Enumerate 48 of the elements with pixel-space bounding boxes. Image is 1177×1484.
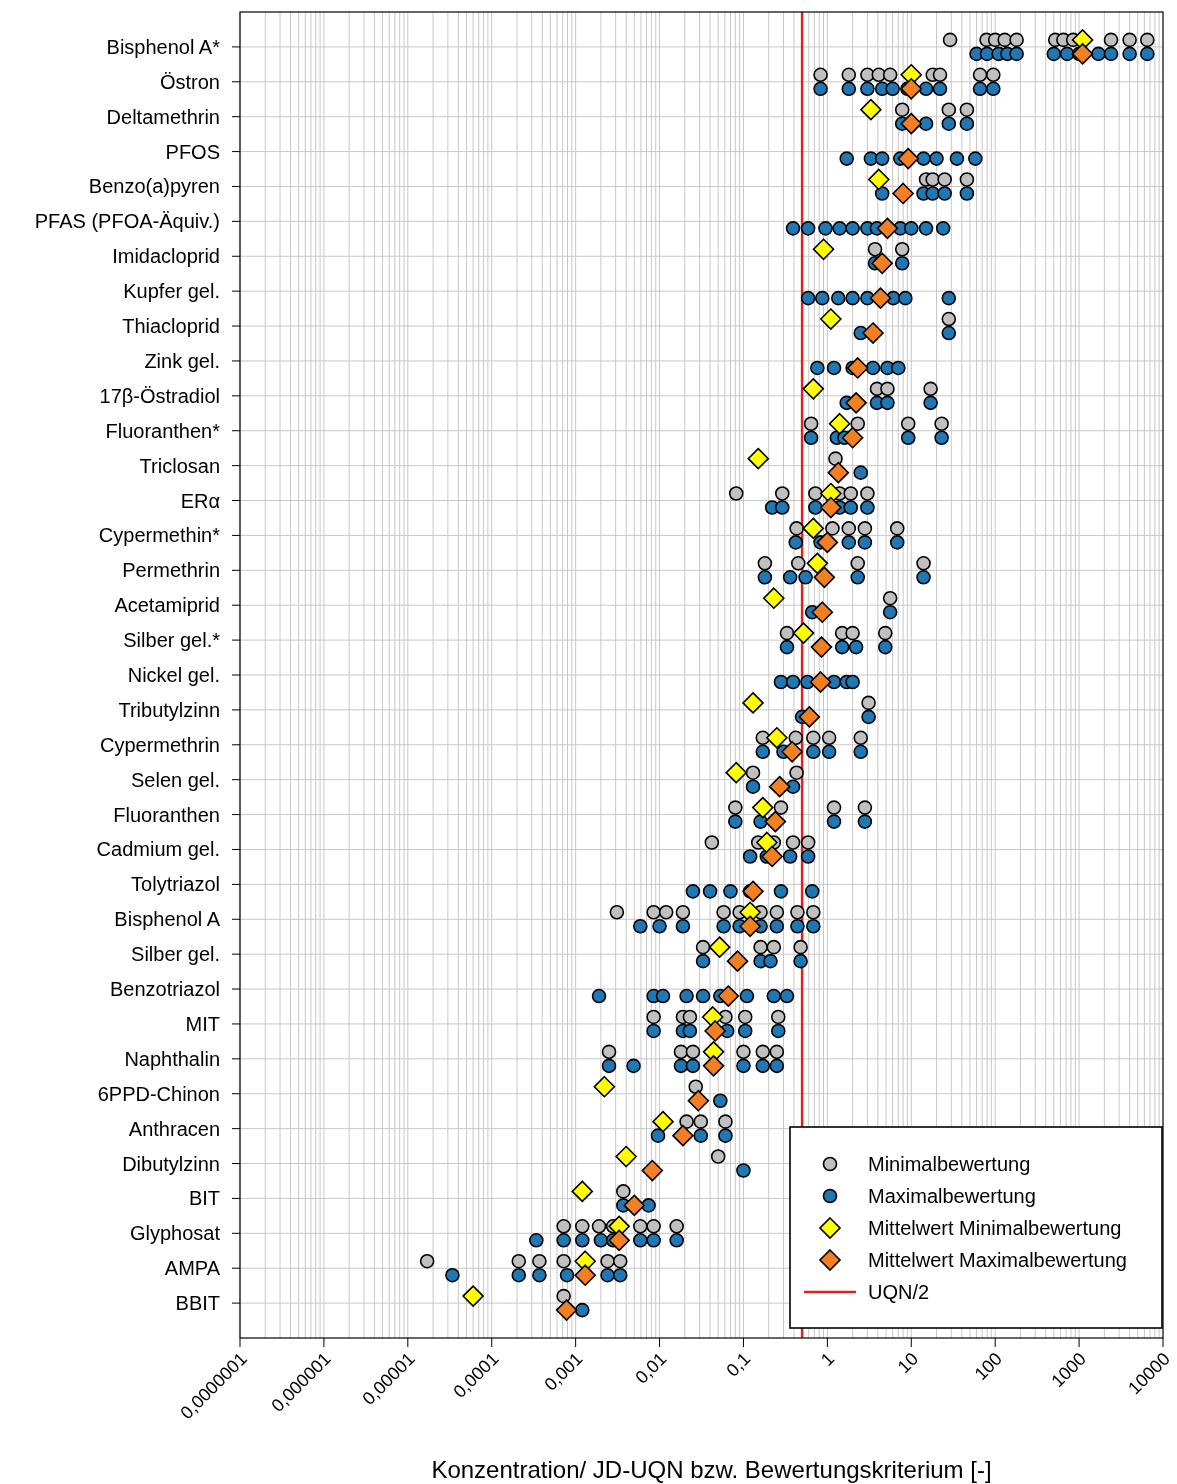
y-tick-label: Kupfer gel. <box>123 280 220 303</box>
y-tick-label: Silber gel. <box>131 943 220 966</box>
y-tick-label: 17β-Östradiol <box>99 384 220 407</box>
x-tick-label: 0,1 <box>722 1348 755 1381</box>
y-tick-label: Deltamethrin <box>106 105 220 128</box>
y-tick-label: Cadmium gel. <box>96 838 220 861</box>
y-tick-label: Permethrin <box>122 559 220 582</box>
y-tick-label: Selen gel. <box>131 768 220 791</box>
y-tick-label: Dibutylzinn <box>122 1152 220 1175</box>
x-tick-label: 0,01 <box>631 1348 671 1388</box>
y-tick-label: Bisphenol A <box>114 908 221 931</box>
legend-label: Maximalbewertung <box>868 1185 1036 1207</box>
y-tick-label: Tolytriazol <box>131 873 220 896</box>
y-tick-label: Imidacloprid <box>112 245 220 268</box>
x-axis-title: Konzentration/ JD-UQN bzw. Bewertungskriterium [-] <box>431 1456 992 1483</box>
y-tick-label: 6PPD-Chinon <box>97 1082 220 1105</box>
legend-label: Mittelwert Maximalbewertung <box>868 1249 1127 1271</box>
y-tick-label: Östron <box>159 70 220 93</box>
x-tick-label: 100 <box>970 1348 1007 1385</box>
y-tick-label: BBIT <box>175 1292 220 1315</box>
legend-label: Minimalbewertung <box>868 1153 1031 1175</box>
y-tick-label: PFOS <box>165 140 220 163</box>
y-tick-label: Triclosan <box>139 454 220 477</box>
y-tick-label: Thiacloprid <box>122 315 220 338</box>
y-tick-label: AMPA <box>164 1257 221 1280</box>
y-tick-label: Glyphosat <box>129 1222 221 1245</box>
y-tick-label: Tributylzinn <box>118 698 220 721</box>
y-tick-label: Fluoranthen* <box>105 419 221 442</box>
y-tick-label: Bisphenol A* <box>106 35 221 58</box>
y-tick-label: PFAS (PFOA-Äquiv.) <box>34 210 220 233</box>
y-tick-label: MIT <box>185 1012 220 1035</box>
y-tick-label: Zink gel. <box>144 349 220 372</box>
y-tick-label: Benzo(a)pyren <box>88 175 220 198</box>
y-tick-label: Fluoranthen <box>113 803 220 826</box>
ref-line-label: UQN/2 <box>868 1281 930 1303</box>
y-tick-label: Anthracen <box>128 1117 220 1140</box>
x-tick-label: 10 <box>893 1348 923 1377</box>
y-tick-label: BIT <box>188 1187 220 1210</box>
x-tick-label: 1 <box>816 1348 839 1370</box>
y-tick-label: Benzotriazol <box>109 978 220 1001</box>
legend-label: Mittelwert Minimalbewertung <box>868 1217 1122 1239</box>
y-tick-label: Cypermethin* <box>98 524 221 547</box>
y-tick-label: ERα <box>180 489 220 512</box>
y-tick-label: Nickel gel. <box>127 664 220 686</box>
y-tick-label: Silber gel.* <box>123 629 221 652</box>
y-tick-label: Acetamiprid <box>114 594 220 617</box>
y-tick-label: Naphthalin <box>124 1047 220 1070</box>
y-tick-label: Cypermethrin <box>99 733 220 756</box>
